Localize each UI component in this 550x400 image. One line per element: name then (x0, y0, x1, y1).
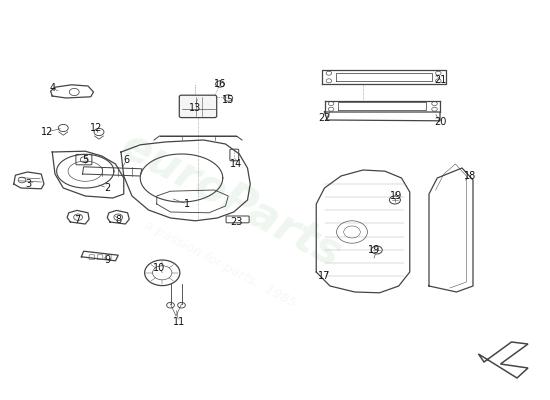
Text: 5: 5 (82, 155, 89, 165)
Text: 16: 16 (214, 79, 226, 89)
Circle shape (389, 196, 400, 204)
Text: 12: 12 (90, 123, 102, 133)
Text: 6: 6 (123, 155, 130, 165)
Text: 10: 10 (153, 263, 166, 273)
Text: 14: 14 (230, 159, 243, 169)
Text: 23: 23 (230, 217, 243, 227)
Text: 20: 20 (434, 117, 446, 127)
Text: 15: 15 (222, 95, 234, 105)
Text: 12: 12 (41, 127, 53, 137)
Text: 17: 17 (318, 271, 331, 281)
Text: 11: 11 (173, 317, 185, 327)
Polygon shape (478, 342, 528, 378)
Text: 21: 21 (434, 75, 446, 85)
Text: 3: 3 (25, 179, 32, 189)
Text: 9: 9 (104, 255, 111, 265)
Text: 8: 8 (115, 215, 122, 225)
FancyBboxPatch shape (179, 95, 217, 118)
Text: 13: 13 (189, 103, 201, 113)
Text: 19: 19 (368, 245, 380, 255)
Text: 18: 18 (464, 171, 476, 181)
Text: 4: 4 (49, 83, 56, 93)
Text: euroParts: euroParts (113, 124, 349, 276)
Text: 1: 1 (184, 199, 190, 209)
Text: 7: 7 (74, 215, 80, 225)
Circle shape (371, 246, 382, 254)
Text: 22: 22 (318, 113, 331, 123)
Text: 19: 19 (390, 191, 402, 201)
Text: a passion for parts...1985: a passion for parts...1985 (142, 218, 298, 310)
Text: 2: 2 (104, 183, 111, 193)
